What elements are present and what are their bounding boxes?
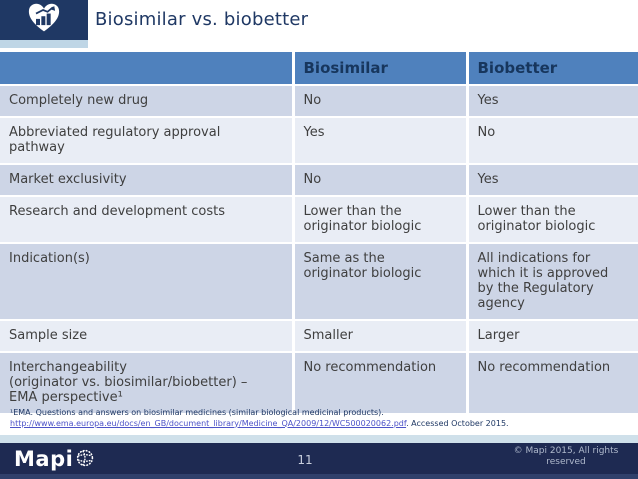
table-row: Interchangeability (originator vs. biosi… (0, 352, 638, 415)
copyright-text: © Mapi 2015, All rights reserved (513, 446, 619, 467)
row-label: Indication(s) (0, 243, 295, 321)
footer-bottom-strip (0, 474, 638, 479)
biosimilar-cell: Lower than the originator biologic (293, 196, 469, 244)
row-label: Abbreviated regulatory approval pathway (0, 117, 295, 165)
biobetter-cell: Lower than the originator biologic (467, 196, 638, 244)
footer-bar: Mapi 11 © Mapi 2015, All rights reserved (0, 443, 638, 479)
company-logo-box (0, 0, 88, 40)
biobetter-cell: No (467, 117, 638, 165)
footnote-accessed-text: . Accessed October 2015. (406, 418, 509, 428)
biosimilar-cell: No (293, 85, 469, 118)
biobetter-cell: Yes (467, 164, 638, 197)
footer-accent-strip (0, 435, 638, 443)
footnote-line1: ¹EMA. Questions and answers on biosimila… (10, 408, 384, 417)
footnote-line2: http://www.ema.europa.eu/docs/en_GB/docu… (10, 419, 509, 430)
page-title: Biosimilar vs. biobetter (95, 9, 309, 30)
logo-accent-strip (0, 40, 88, 48)
table-row: Abbreviated regulatory approval pathway … (0, 117, 638, 165)
row-label: Market exclusivity (0, 164, 295, 197)
table-header-biobetter: Biobetter (467, 52, 638, 86)
table-row: Completely new drug No Yes (0, 85, 638, 118)
biobetter-cell: No recommendation (467, 352, 638, 415)
row-label: Research and development costs (0, 196, 295, 244)
table-row: Market exclusivity No Yes (0, 164, 638, 197)
table-header-row: Biosimilar Biobetter (0, 52, 638, 86)
table-row: Research and development costs Lower tha… (0, 196, 638, 244)
globe-icon (75, 448, 95, 472)
table-row: Sample size Smaller Larger (0, 320, 638, 353)
row-label: Sample size (0, 320, 295, 353)
row-label: Interchangeability (originator vs. biosi… (0, 352, 295, 415)
biobetter-cell: All indications for which it is approved… (467, 243, 638, 321)
biosimilar-cell: No (293, 164, 469, 197)
reference-link[interactable]: http://www.ema.europa.eu/docs/en_GB/docu… (10, 418, 407, 428)
biosimilar-cell: No recommendation (293, 352, 469, 415)
row-label: Completely new drug (0, 85, 295, 118)
comparison-table: Biosimilar Biobetter Completely new drug… (0, 52, 638, 415)
table-row: Indication(s) Same as the originator bio… (0, 243, 638, 321)
footnote: ¹EMA. Questions and answers on biosimila… (10, 408, 509, 429)
mapi-logo-text: Mapi (14, 447, 74, 471)
heart-chart-icon (26, 2, 62, 38)
mapi-logo: Mapi (14, 446, 95, 472)
biosimilar-cell: Same as the originator biologic (293, 243, 469, 321)
table-header-empty (0, 52, 295, 86)
biosimilar-cell: Smaller (293, 320, 469, 353)
page-number: 11 (297, 453, 313, 467)
table-header-biosimilar: Biosimilar (293, 52, 469, 86)
biobetter-cell: Larger (467, 320, 638, 353)
biobetter-cell: Yes (467, 85, 638, 118)
biosimilar-cell: Yes (293, 117, 469, 165)
